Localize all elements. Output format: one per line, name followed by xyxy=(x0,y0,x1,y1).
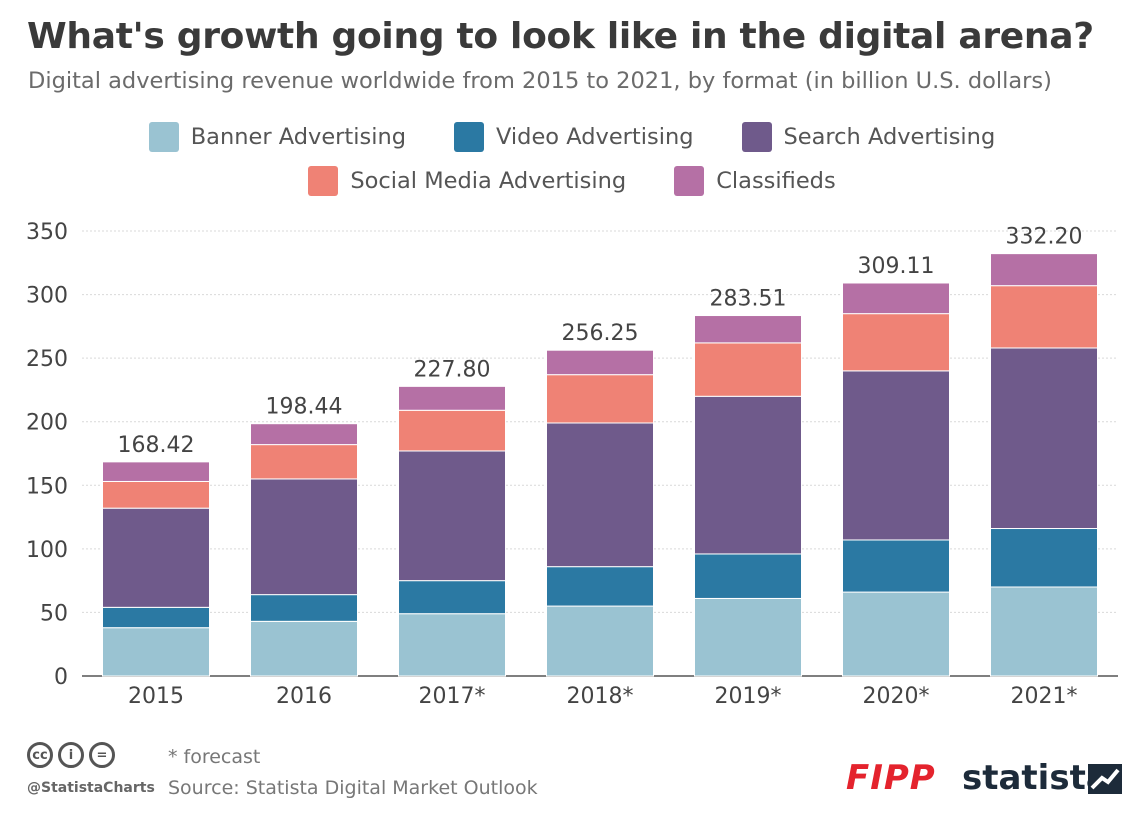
statista-logo: statista xyxy=(962,758,1109,798)
y-tick-label: 250 xyxy=(26,347,68,372)
legend-swatch-video xyxy=(454,122,485,152)
chart-title: What's growth going to look like in the … xyxy=(27,16,1094,57)
legend-label-search: Search Advertising xyxy=(783,124,996,150)
bar-segment xyxy=(102,606,210,629)
bar-segment xyxy=(990,285,1098,349)
bar-segment xyxy=(250,423,358,446)
legend-row-2: Social Media Advertising Classifieds xyxy=(0,166,1144,196)
legend-item-video: Video Advertising xyxy=(454,122,694,152)
x-tick-label: 2015 xyxy=(128,684,184,709)
y-tick-label: 200 xyxy=(26,411,68,436)
y-tick-label: 50 xyxy=(40,601,68,626)
legend-swatch-social xyxy=(308,166,339,196)
bar-segment xyxy=(102,627,210,677)
y-tick-label: 350 xyxy=(26,220,68,245)
twitter-handle: @StatistaCharts xyxy=(27,780,155,796)
bar-segment xyxy=(398,385,506,411)
x-tick-label: 2016 xyxy=(276,684,332,709)
bar-segment xyxy=(842,282,950,315)
cc-icon: cc xyxy=(27,742,53,768)
y-tick-label: 100 xyxy=(26,538,68,563)
bar-segment xyxy=(694,395,802,555)
x-tick-label: 2017* xyxy=(419,684,486,709)
bar-segment xyxy=(546,566,654,607)
no-derivatives-icon: = xyxy=(89,742,115,768)
bar-segment xyxy=(842,313,950,372)
legend-item-search: Search Advertising xyxy=(741,122,996,152)
x-tick-label: 2020* xyxy=(863,684,930,709)
bar-total-label: 256.25 xyxy=(562,321,639,346)
legend-swatch-classifieds xyxy=(674,166,705,196)
x-tick-label: 2021* xyxy=(1011,684,1078,709)
bar-segment xyxy=(546,605,654,677)
legend-swatch-search xyxy=(741,122,772,152)
bar-segment xyxy=(990,253,1098,287)
bar-segment xyxy=(694,315,802,344)
legend-label-social: Social Media Advertising xyxy=(350,168,627,194)
legend-label-classifieds: Classifieds xyxy=(716,168,836,194)
bar-segment xyxy=(842,370,950,541)
bar-segment xyxy=(102,461,210,482)
legend-label-banner: Banner Advertising xyxy=(190,124,407,150)
legend-label-video: Video Advertising xyxy=(496,124,694,150)
bar-segment xyxy=(990,528,1098,588)
fipp-logo: FIPP xyxy=(846,758,936,798)
bar-segment xyxy=(546,422,654,568)
bar-total-label: 168.42 xyxy=(118,433,195,458)
legend-item-social: Social Media Advertising xyxy=(308,166,626,196)
bar-segment xyxy=(546,349,654,376)
bar-segment xyxy=(398,580,506,615)
statista-mark-icon xyxy=(1088,764,1122,794)
cc-license-icons: cc i = xyxy=(27,742,120,768)
legend-swatch-banner xyxy=(148,122,179,152)
chart-subtitle: Digital advertising revenue worldwide fr… xyxy=(28,68,1052,94)
bar-total-label: 309.11 xyxy=(858,254,935,279)
forecast-note: * forecast xyxy=(168,746,261,768)
bar-segment xyxy=(250,478,358,596)
bar-segment xyxy=(694,553,802,599)
bar-total-label: 198.44 xyxy=(266,395,343,420)
bar-segment xyxy=(398,613,506,677)
x-tick-label: 2018* xyxy=(567,684,634,709)
bar-total-label: 227.80 xyxy=(414,357,491,382)
bar-segment xyxy=(250,594,358,622)
y-tick-label: 300 xyxy=(26,284,68,309)
bar-segment xyxy=(694,342,802,397)
bar-segment xyxy=(842,591,950,677)
bar-segment xyxy=(694,597,802,677)
legend-row-1: Banner Advertising Video Advertising Sea… xyxy=(0,122,1144,152)
bar-segment xyxy=(398,450,506,582)
bar-segment xyxy=(990,586,1098,677)
y-tick-label: 150 xyxy=(26,474,68,499)
bar-segment xyxy=(842,539,950,593)
x-tick-label: 2019* xyxy=(715,684,782,709)
y-tick-label: 0 xyxy=(54,665,68,690)
attribution-icon: i xyxy=(58,742,84,768)
stacked-bar-chart: 0 50 100 150 200 250 300 350 168.42 2015 198.44 201… xyxy=(26,220,1118,709)
bar-segment xyxy=(102,507,210,608)
bar-segment xyxy=(546,374,654,424)
bar-total-label: 283.51 xyxy=(710,287,787,312)
bar-total-label: 332.20 xyxy=(1006,225,1083,250)
legend-item-classifieds: Classifieds xyxy=(674,166,836,196)
legend-item-banner: Banner Advertising xyxy=(148,122,407,152)
bar-segment xyxy=(990,347,1098,530)
bar-segment xyxy=(102,480,210,509)
bar-segment xyxy=(250,620,358,677)
bar-segment xyxy=(250,444,358,480)
source-note: Source: Statista Digital Market Outlook xyxy=(168,777,538,799)
bar-segment xyxy=(398,409,506,452)
